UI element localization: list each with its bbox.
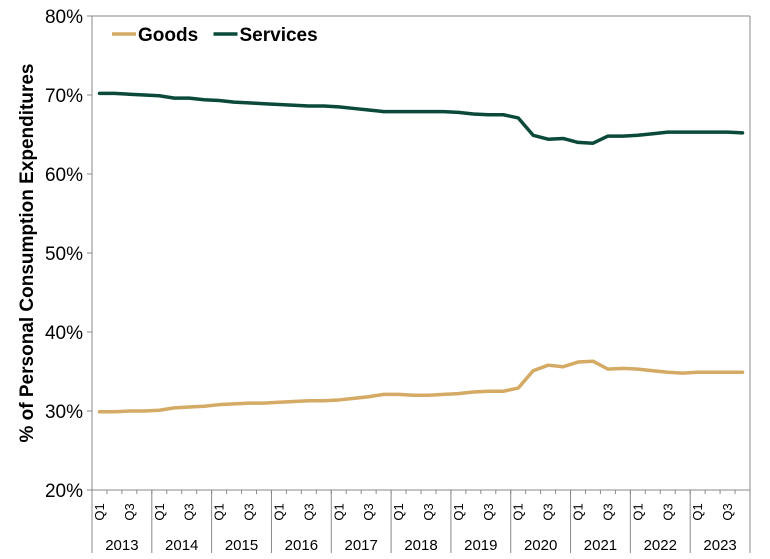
y-tick-label: 70%	[45, 86, 83, 107]
x-year-label: 2017	[344, 537, 377, 554]
x-quarter-label: Q1	[212, 503, 227, 520]
x-year-label: 2015	[225, 537, 258, 554]
series-line-goods	[97, 359, 745, 414]
x-quarter-label: Q1	[511, 503, 526, 520]
x-quarter-label: Q3	[242, 503, 257, 520]
legend-label-goods: Goods	[138, 25, 198, 46]
x-quarter-label: Q3	[720, 503, 735, 520]
x-quarter-label: Q3	[182, 503, 197, 520]
x-quarter-label: Q1	[571, 503, 586, 520]
y-tick-label: 50%	[45, 244, 83, 265]
x-quarter-label: Q1	[690, 503, 705, 520]
x-year-label: 2014	[165, 537, 198, 554]
y-axis-label: % of Personal Consumption Expenditures	[17, 64, 38, 443]
x-quarter-label: Q3	[421, 503, 436, 520]
x-quarter-label: Q1	[451, 503, 466, 520]
x-quarter-label: Q1	[630, 503, 645, 520]
x-quarter-label: Q3	[301, 503, 316, 520]
x-year-label: 2019	[464, 537, 497, 554]
x-quarter-label: Q1	[271, 503, 286, 520]
x-year-label: 2022	[644, 537, 677, 554]
x-year-label: 2021	[584, 537, 617, 554]
y-tick-label: 20%	[45, 481, 83, 502]
x-year-label: 2020	[524, 537, 557, 554]
y-tick-label: 40%	[45, 323, 83, 344]
x-quarter-label: Q1	[152, 503, 167, 520]
x-year-label: 2023	[703, 537, 736, 554]
x-quarter-label: Q3	[481, 503, 496, 520]
x-quarter-label: Q3	[600, 503, 615, 520]
x-year-label: 2013	[105, 537, 138, 554]
x-quarter-label: Q3	[361, 503, 376, 520]
y-tick-label: 30%	[45, 402, 83, 423]
x-quarter-label: Q1	[331, 503, 346, 520]
x-quarter-label: Q1	[391, 503, 406, 520]
y-tick-label: 60%	[45, 165, 83, 186]
legend-label-services: Services	[240, 25, 318, 46]
x-quarter-label: Q3	[122, 503, 137, 520]
x-quarter-label: Q3	[541, 503, 556, 520]
series-line-services	[97, 91, 745, 145]
x-year-label: 2016	[285, 537, 318, 554]
x-year-label: 2018	[404, 537, 437, 554]
x-quarter-label: Q1	[92, 503, 107, 520]
x-quarter-label: Q3	[660, 503, 675, 520]
y-tick-label: 80%	[45, 7, 83, 28]
